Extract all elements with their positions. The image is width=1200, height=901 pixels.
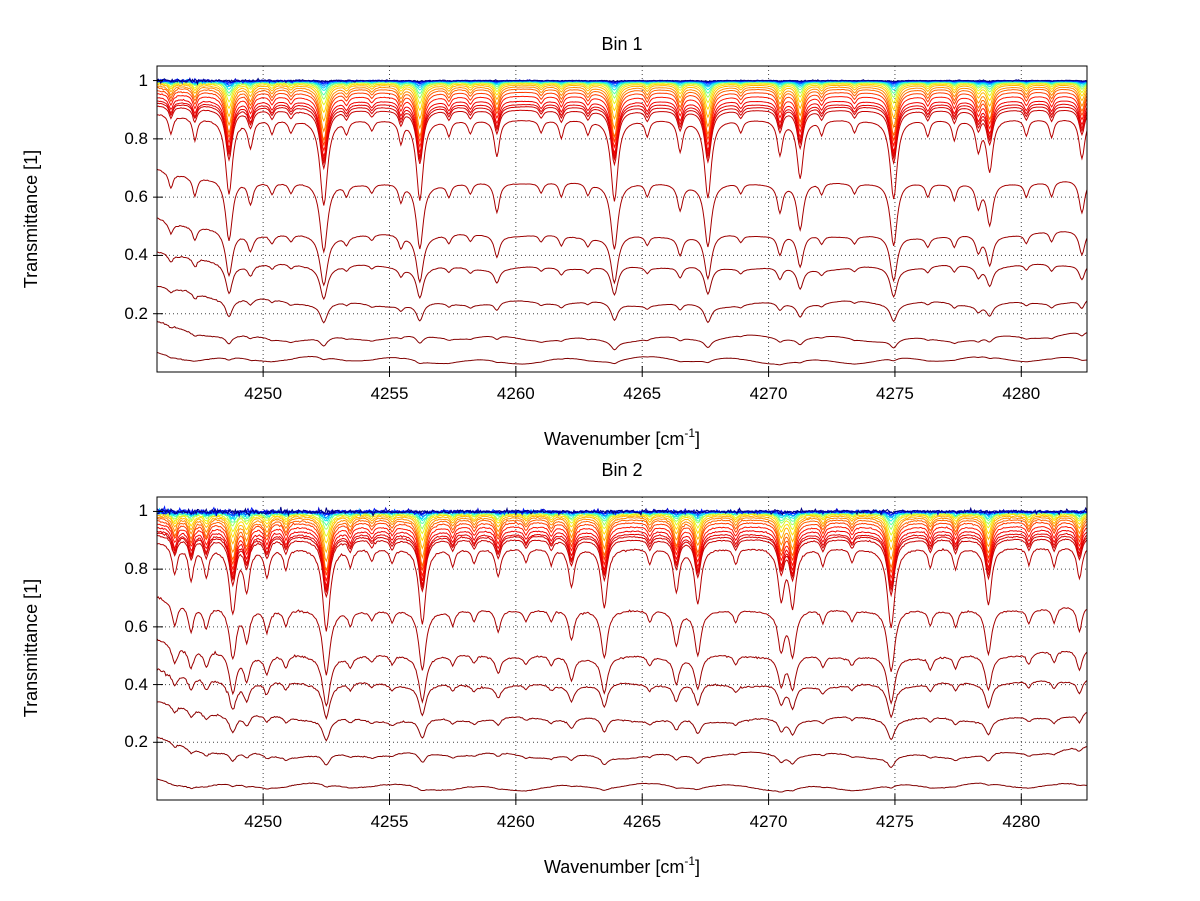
subplot-title-bin2: Bin 2 [601,460,643,480]
axes-box [156,65,1088,373]
spectrum-curve [157,320,1087,351]
spectrum-curve [157,251,1087,301]
spectrum-curve [157,217,1087,287]
x-tick-label: 4270 [749,384,788,403]
spectrum-curve [157,520,1087,576]
x-tick-label: 4260 [496,812,535,831]
spectrum-curve [157,102,1087,166]
spectrum-curve [157,511,1087,538]
spectrum-curve [157,93,1087,153]
spectrum-curve [157,701,1087,742]
y-tick-label: 0.2 [124,303,148,323]
x-tick-label: 4265 [623,812,662,831]
spectrum-curve [157,736,1087,769]
x-axis-label-suffix: ] [695,857,701,877]
y-tick-label: 0.2 [124,732,148,752]
subplot-2 [153,496,1088,805]
spectrum-curve [157,523,1087,583]
spectrum-curve [157,82,1087,114]
x-axis-label-text: Wavenumber [cm [543,429,685,449]
subplot-1 [153,65,1088,377]
spectrum-curve [157,85,1087,133]
spectrum-curve [157,532,1087,594]
spectrum-curve [157,105,1087,171]
spectrum-curve [157,77,1087,86]
x-axis-label-superscript: -1 [684,426,696,440]
axes-box [156,496,1088,801]
x-tick-label: 4265 [623,384,662,403]
x-axis-label-text: Wavenumber [cm [543,857,685,877]
y-tick-label: 1 [138,70,148,90]
spectrum-curve [157,168,1087,254]
spectrum-curve [157,516,1087,563]
spectrum-curve [157,506,1087,518]
x-tick-label: 4250 [244,384,283,403]
x-tick-label: 4255 [370,384,409,403]
y-tick-label: 0.4 [124,245,148,265]
x-tick-label: 4270 [749,812,788,831]
subplot-title-bin1: Bin 1 [601,34,643,54]
x-tick-label: 4275 [876,812,914,831]
x-axis-label-bin2: Wavenumber [cm-1] [157,851,1087,878]
y-axis-label-bin2: Transmittance [1] [21,578,41,718]
spectrum-curve [157,530,1087,592]
y-tick-label: 0.8 [124,559,148,579]
spectrum-curve [157,90,1087,147]
spectrum-curve [157,81,1087,106]
spectrum-curve [157,82,1087,123]
spectrum-curve [157,535,1087,599]
spectrum-curve [157,351,1087,366]
spectrum-curve [157,511,1087,544]
spectrum-curve [157,517,1087,572]
spectrum-curve [157,86,1087,143]
spectrum-curve [157,778,1087,793]
x-axis-label-superscript: -1 [684,854,696,868]
y-tick-label: 0.4 [124,674,148,694]
y-axis-label-bin1: Transmittance [1] [21,149,41,289]
spectrum-curve [157,668,1087,720]
y-tick-label: 0.8 [124,128,148,148]
x-tick-label: 4280 [1002,812,1041,831]
spectra-curves [157,505,1087,793]
spectrum-curve [157,543,1087,632]
x-tick-label: 4250 [244,812,283,831]
spectrum-curve [157,100,1087,162]
spectrum-curve [157,638,1087,708]
x-tick-label: 4255 [370,812,409,831]
spectrum-curve [157,114,1087,206]
x-tick-label: 4275 [876,384,914,403]
x-axis-label-suffix: ] [695,429,701,449]
x-axis-label-bin1: Wavenumber [cm-1] [157,423,1087,450]
y-tick-label: 1 [138,501,148,521]
spectrum-curve [157,285,1087,324]
spectra-curves [157,77,1087,366]
y-tick-label: 0.6 [124,187,148,207]
spectrum-curve [157,527,1087,588]
x-tick-label: 4260 [496,384,535,403]
y-tick-label: 0.6 [124,616,148,636]
x-tick-label: 4280 [1002,384,1041,403]
spectrum-curve [157,514,1087,554]
spectrum-curve [157,596,1087,676]
spectrum-curve [157,97,1087,158]
